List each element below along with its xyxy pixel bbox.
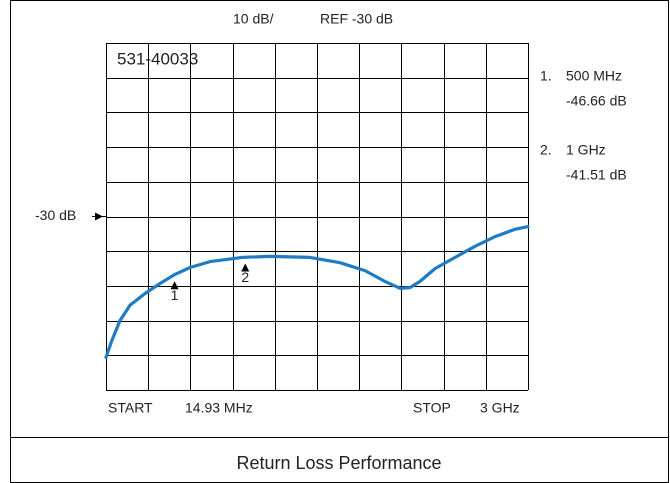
marker-value: -46.66 dB <box>566 93 627 109</box>
marker-frequency: 500 MHz <box>566 68 622 84</box>
marker-triangle <box>241 263 250 272</box>
scale-label: 10 dB/ <box>233 11 274 27</box>
marker-number: 2. <box>540 142 552 158</box>
reference-label: REF -30 dB <box>320 11 393 27</box>
x-tick-label: 14.93 MHz <box>185 400 253 416</box>
frame <box>10 0 669 483</box>
marker-number: 1. <box>540 68 552 84</box>
x-tick-label: 3 GHz <box>480 400 520 416</box>
reference-arrow <box>95 212 103 221</box>
stop-label: STOP <box>413 400 451 416</box>
marker-label: 1 <box>171 287 179 303</box>
marker-triangle <box>170 281 179 290</box>
trace-line <box>104 225 530 359</box>
trace-title: 531-40033 <box>117 49 198 68</box>
marker-frequency: 1 GHz <box>566 142 606 158</box>
marker-value: -41.51 dB <box>566 167 627 183</box>
start-label: START <box>108 400 153 416</box>
marker-label: 2 <box>241 269 249 285</box>
y-tick-label: -30 dB <box>35 207 76 223</box>
caption: Return Loss Performance <box>236 453 441 473</box>
